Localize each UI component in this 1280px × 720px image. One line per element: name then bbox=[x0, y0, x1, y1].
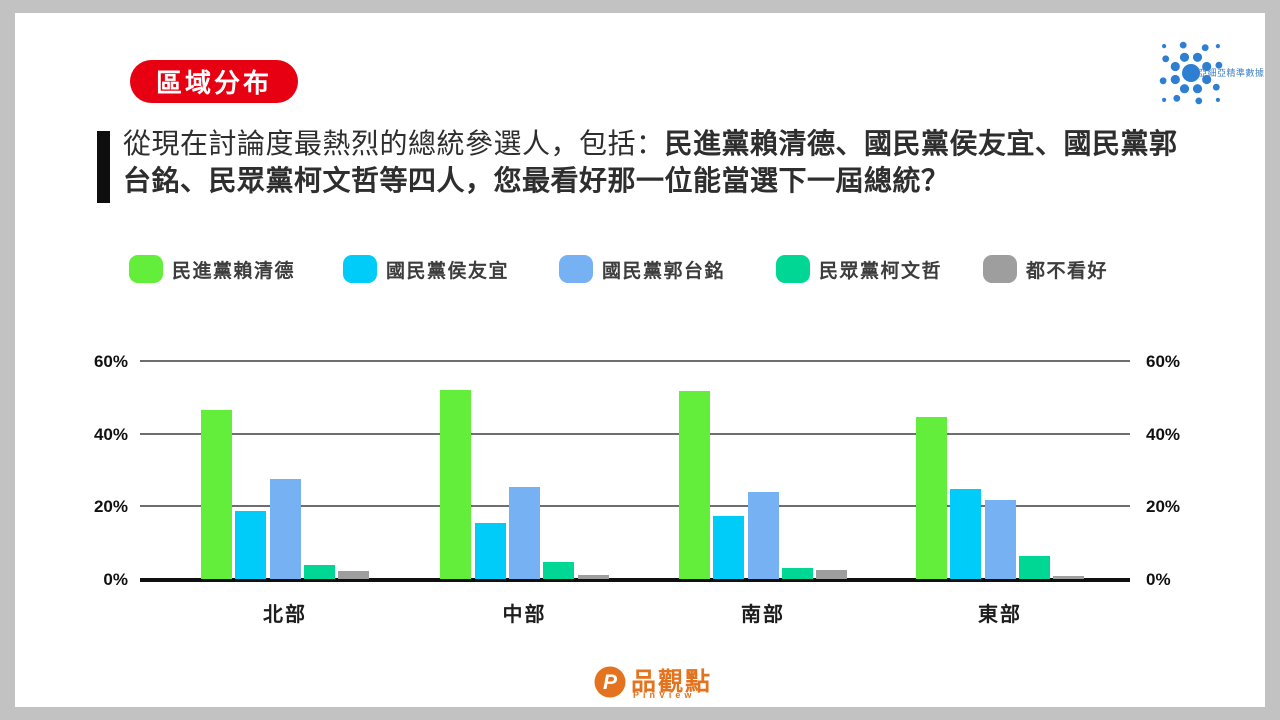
pinview-logo-icon: P bbox=[594, 666, 626, 698]
infographic-card: 區域分布 從現在討論度最熱烈的總統參選人，包括：民進黨賴清德、國民黨侯友宜、國民… bbox=[15, 13, 1265, 707]
data-provider-logo-text: 亞細亞精準數據 bbox=[1198, 68, 1265, 78]
bar bbox=[269, 479, 301, 579]
bar bbox=[577, 574, 609, 579]
bar bbox=[440, 390, 472, 579]
question-emphasis: 民進黨賴清德、國民黨侯友宜、國民黨郭台銘、民眾黨柯文哲等四人，您最看好那一位能當… bbox=[123, 128, 1178, 196]
legend-item: 民進黨賴清德 bbox=[129, 255, 295, 283]
question-marker-bar bbox=[97, 131, 110, 203]
bar bbox=[474, 523, 506, 579]
bar bbox=[713, 515, 745, 579]
section-badge: 區域分布 bbox=[130, 60, 299, 103]
legend-swatch bbox=[983, 255, 1017, 283]
question-text: 從現在討論度最熱烈的總統參選人，包括：民進黨賴清德、國民黨侯友宜、國民黨郭台銘、… bbox=[123, 125, 1189, 203]
y-tick-label-left: 0% bbox=[103, 570, 128, 589]
bar bbox=[543, 561, 575, 579]
bar bbox=[303, 564, 335, 579]
y-tick-label-left: 20% bbox=[93, 497, 128, 517]
legend-swatch bbox=[559, 255, 593, 283]
pinview-logo-subtitle: PinView bbox=[633, 690, 696, 700]
legend-label: 國民黨郭台銘 bbox=[602, 260, 726, 282]
bar bbox=[338, 570, 370, 579]
gridline bbox=[140, 505, 1130, 508]
bar bbox=[747, 492, 779, 579]
bar bbox=[235, 511, 267, 579]
bar bbox=[1018, 555, 1050, 579]
data-provider-logo-icon bbox=[1159, 41, 1223, 105]
bar bbox=[915, 417, 947, 579]
x-category-label: 北部 bbox=[263, 604, 307, 626]
y-tick-label-right: 60% bbox=[1146, 352, 1181, 371]
question-prefix: 從現在討論度最熱烈的總統參選人，包括： bbox=[123, 128, 665, 159]
legend-swatch bbox=[129, 255, 163, 283]
legend-item: 民眾黨柯文哲 bbox=[776, 255, 942, 283]
x-category-label: 東部 bbox=[978, 604, 1022, 626]
legend-label: 民進黨賴清德 bbox=[172, 260, 296, 282]
bar bbox=[950, 489, 982, 579]
bar bbox=[509, 486, 540, 579]
legend-item: 國民黨侯友宜 bbox=[343, 255, 509, 283]
legend-label: 民眾黨柯文哲 bbox=[819, 260, 943, 282]
bar bbox=[781, 567, 813, 579]
legend-swatch bbox=[343, 255, 377, 283]
legend-item: 國民黨郭台銘 bbox=[559, 255, 725, 283]
svg-text:P: P bbox=[603, 671, 618, 694]
bar bbox=[678, 390, 710, 579]
x-category-label: 中部 bbox=[502, 604, 547, 626]
y-tick-label-right: 0% bbox=[1146, 570, 1171, 589]
y-tick-label-right: 20% bbox=[1146, 497, 1181, 517]
x-category-label: 南部 bbox=[741, 604, 785, 626]
gridline bbox=[140, 360, 1130, 362]
bar bbox=[1053, 575, 1085, 579]
bar bbox=[816, 570, 848, 579]
y-tick-label-left: 60% bbox=[93, 352, 128, 371]
x-axis-line bbox=[140, 578, 1130, 582]
y-tick-label-right: 40% bbox=[1146, 424, 1181, 444]
y-tick-label-left: 40% bbox=[93, 424, 128, 444]
legend-label: 都不看好 bbox=[1026, 260, 1109, 282]
pinview-logo-name: 品觀點 bbox=[631, 668, 713, 696]
question-block: 從現在討論度最熱烈的總統參選人，包括：民進黨賴清德、國民黨侯友宜、國民黨郭台銘、… bbox=[97, 125, 1189, 203]
gridline bbox=[140, 432, 1130, 435]
legend-label: 國民黨侯友宜 bbox=[386, 260, 510, 282]
bar bbox=[984, 499, 1016, 579]
legend-swatch bbox=[776, 255, 810, 283]
bar bbox=[200, 410, 232, 579]
legend-item: 都不看好 bbox=[983, 255, 1108, 283]
